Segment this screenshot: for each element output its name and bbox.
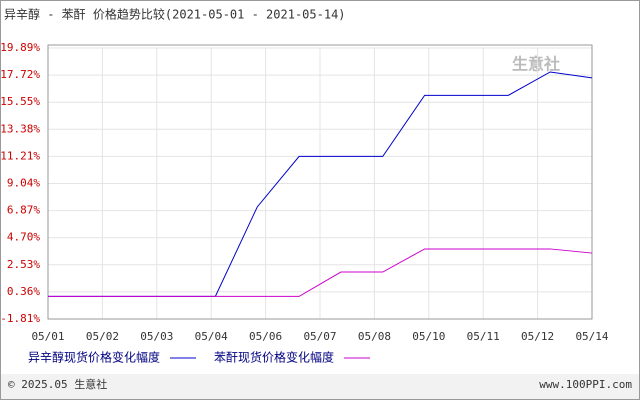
x-tick-label: 05/07 [303,330,336,343]
x-tick-label: 05/02 [86,330,119,343]
x-tick-label: 05/06 [249,330,282,343]
watermark: 生意社 [512,55,560,74]
x-tick-label: 05/14 [575,330,608,343]
y-tick-label: 15.55% [0,95,40,108]
y-tick-label: 11.21% [0,149,40,162]
x-tick-label: 05/10 [412,330,445,343]
plot-border [47,44,593,320]
footer-right: www.100PPI.com [539,378,632,391]
series-line [48,248,593,297]
y-tick-label: 0.36% [7,285,40,298]
x-tick-label: 05/12 [521,330,554,343]
x-tick-label: 05/01 [31,330,64,343]
x-tick-label: 05/04 [195,330,228,343]
y-tick-label: -1.81% [0,312,40,325]
y-tick-label: 4.70% [7,231,40,244]
x-tick-label: 05/11 [467,330,500,343]
footer-bar [1,374,639,399]
legend-label: 苯酐现货价格变化幅度 [214,350,334,365]
y-tick-label: 9.04% [7,177,40,190]
y-tick-label: 13.38% [0,122,40,135]
y-tick-label: 17.72% [0,68,40,81]
y-tick-label: 2.53% [7,258,40,271]
chart-title: 异辛醇 - 苯酐 价格趋势比较(2021-05-01 - 2021-05-14) [4,7,346,22]
y-tick-label: 6.87% [7,204,40,217]
legend-label: 异辛醇现货价格变化幅度 [28,350,160,365]
x-tick-label: 05/08 [358,330,391,343]
footer-left: © 2025.05 生意社 [8,377,107,391]
x-tick-label: 05/03 [140,330,173,343]
y-tick-label: 19.89% [0,41,40,54]
